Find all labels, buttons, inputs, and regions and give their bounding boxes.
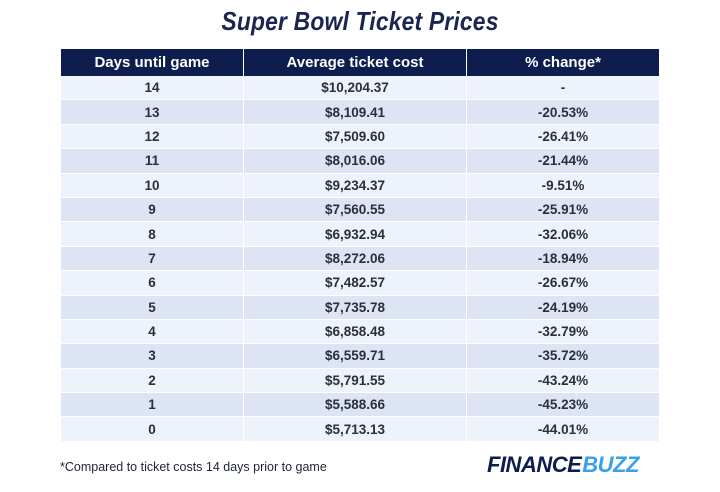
change-cell: -45.23% <box>467 393 659 418</box>
table-row: 0 $5,713.13 -44.01% <box>61 417 659 442</box>
cost-cell: $6,858.48 <box>244 319 467 345</box>
cost-cell: $8,272.06 <box>244 246 467 272</box>
cost-cell: $10,204.37 <box>244 76 467 101</box>
page-title: Super Bowl Ticket Prices <box>221 6 499 36</box>
cost-cell: $7,560.55 <box>244 197 467 223</box>
change-cell: -18.94% <box>467 246 659 272</box>
change-cell: -44.01% <box>467 417 659 442</box>
cost-cell: $5,713.13 <box>244 417 467 442</box>
cost-cell: $8,016.06 <box>244 149 467 174</box>
table-row: 3 $6,559.71 -35.72% <box>61 344 659 369</box>
column-header-change: % change* <box>467 49 659 76</box>
table-row: 9 $7,560.55 -25.91% <box>61 197 659 223</box>
table-row: 1 $5,588.66 -45.23% <box>61 393 659 418</box>
change-cell: -26.67% <box>467 271 659 296</box>
change-cell: -20.53% <box>467 100 659 125</box>
days-cell: 9 <box>61 197 244 223</box>
table-row: 6 $7,482.57 -26.67% <box>61 271 659 296</box>
change-cell: -32.06% <box>467 222 659 247</box>
cost-cell: $7,735.78 <box>244 295 467 320</box>
cost-cell: $9,234.37 <box>244 173 467 198</box>
financebuzz-logo: FINANCEBUZZ <box>487 452 639 478</box>
table-row: 11 $8,016.06 -21.44% <box>61 149 659 174</box>
change-cell: -43.24% <box>467 368 659 394</box>
days-cell: 11 <box>61 149 244 174</box>
column-header-cost: Average ticket cost <box>244 49 467 76</box>
days-cell: 3 <box>61 344 244 369</box>
change-cell: -9.51% <box>467 173 659 198</box>
table-row: 12 $7,509.60 -26.41% <box>61 124 659 150</box>
change-cell: -21.44% <box>467 149 659 174</box>
days-cell: 6 <box>61 271 244 296</box>
table-row: 14 $10,204.37 - <box>61 76 659 101</box>
change-cell: -32.79% <box>467 319 659 345</box>
cost-cell: $5,588.66 <box>244 393 467 418</box>
table-row: 13 $8,109.41 -20.53% <box>61 100 659 125</box>
days-cell: 2 <box>61 368 244 394</box>
cost-cell: $5,791.55 <box>244 368 467 394</box>
change-cell: -35.72% <box>467 344 659 369</box>
logo-text-finance: FINANCE <box>487 452 582 477</box>
table-row: 4 $6,858.48 -32.79% <box>61 319 659 345</box>
days-cell: 8 <box>61 222 244 247</box>
days-cell: 0 <box>61 417 244 442</box>
cost-cell: $6,932.94 <box>244 222 467 247</box>
logo-text-buzz: BUZZ <box>582 452 639 477</box>
table-row: 2 $5,791.55 -43.24% <box>61 368 659 394</box>
table-row: 8 $6,932.94 -32.06% <box>61 222 659 247</box>
column-header-days: Days until game <box>61 49 244 76</box>
days-cell: 5 <box>61 295 244 320</box>
days-cell: 10 <box>61 173 244 198</box>
cost-cell: $8,109.41 <box>244 100 467 125</box>
days-cell: 13 <box>61 100 244 125</box>
change-cell: -25.91% <box>467 197 659 223</box>
cost-cell: $7,509.60 <box>244 124 467 150</box>
footnote: *Compared to ticket costs 14 days prior … <box>60 460 327 474</box>
table-header-row: Days until game Average ticket cost % ch… <box>61 49 659 76</box>
change-cell: - <box>467 76 659 101</box>
days-cell: 14 <box>61 76 244 101</box>
days-cell: 7 <box>61 246 244 272</box>
change-cell: -24.19% <box>467 295 659 320</box>
ticket-price-table: Days until game Average ticket cost % ch… <box>61 49 659 442</box>
table-row: 5 $7,735.78 -24.19% <box>61 295 659 320</box>
days-cell: 12 <box>61 124 244 150</box>
cost-cell: $7,482.57 <box>244 271 467 296</box>
table-row: 7 $8,272.06 -18.94% <box>61 246 659 272</box>
days-cell: 1 <box>61 393 244 418</box>
days-cell: 4 <box>61 319 244 345</box>
cost-cell: $6,559.71 <box>244 344 467 369</box>
table-row: 10 $9,234.37 -9.51% <box>61 173 659 198</box>
change-cell: -26.41% <box>467 124 659 150</box>
